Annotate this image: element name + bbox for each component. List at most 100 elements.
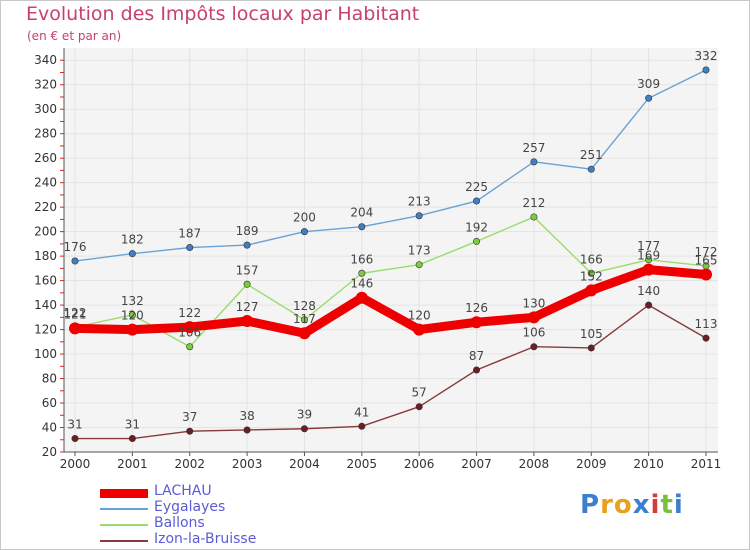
data-point xyxy=(358,269,366,277)
data-point xyxy=(243,426,251,434)
data-point xyxy=(587,165,595,173)
data-point xyxy=(645,256,653,264)
legend: LACHAU Eygalayes Ballons Izon-la-Bruisse xyxy=(100,483,340,549)
axis-layer: 20 40 60 80 100 120 140 160 180 200 220 240 260 280 30… xyxy=(34,48,721,471)
x-tick-label: 2002 xyxy=(174,457,205,471)
data-point xyxy=(585,284,598,297)
data-label: 31 xyxy=(125,418,140,432)
series-line-eygalayes xyxy=(74,69,707,262)
data-point xyxy=(700,268,712,281)
legend-swatch xyxy=(100,540,148,542)
legend-label: LACHAU xyxy=(154,483,212,499)
data-label: 117 xyxy=(293,312,316,326)
legend-item-eygalayes: Eygalayes xyxy=(100,499,340,517)
data-label: 152 xyxy=(580,269,603,283)
y-tick-label: 40 xyxy=(42,421,57,435)
x-tick-label: 2001 xyxy=(117,457,148,471)
data-label: 176 xyxy=(64,240,87,254)
logo-letter: t xyxy=(660,490,674,520)
data-label: 192 xyxy=(465,220,488,234)
data-point xyxy=(470,316,483,329)
y-tick-label: 160 xyxy=(34,274,57,288)
y-tick-label: 340 xyxy=(34,53,57,67)
data-point xyxy=(128,311,136,319)
y-tick-label: 120 xyxy=(34,323,57,337)
data-label: 113 xyxy=(695,317,718,331)
x-tick-label: 2010 xyxy=(633,457,664,471)
data-label: 120 xyxy=(408,309,431,323)
data-point xyxy=(473,366,481,374)
y-tick-label: 320 xyxy=(34,78,57,92)
data-point xyxy=(128,435,136,443)
y-tick-label: 180 xyxy=(34,249,57,263)
data-label: 121 xyxy=(64,307,87,321)
data-point xyxy=(645,301,653,309)
data-point xyxy=(300,316,308,324)
data-point xyxy=(358,422,366,430)
proxiti-logo: Proxiti xyxy=(580,490,684,520)
data-label: 146 xyxy=(350,277,373,291)
data-label: 166 xyxy=(350,252,373,266)
data-label: 257 xyxy=(522,141,545,155)
data-label: 122 xyxy=(178,306,201,320)
x-tick-label: 2007 xyxy=(461,457,492,471)
data-label: 177 xyxy=(637,239,660,253)
data-point xyxy=(183,321,196,334)
data-label: 106 xyxy=(178,326,201,340)
data-point xyxy=(473,237,481,245)
data-point xyxy=(300,425,308,433)
chart-title: Evolution des Impôts locaux par Habitant xyxy=(26,3,420,25)
data-label: 332 xyxy=(695,49,718,63)
data-point xyxy=(587,269,595,277)
data-label: 127 xyxy=(236,300,259,314)
logo-letter: i xyxy=(650,490,661,520)
data-point xyxy=(126,323,139,336)
y-tick-label: 260 xyxy=(34,151,57,165)
y-tick-label: 220 xyxy=(34,200,57,214)
data-point xyxy=(530,158,538,166)
data-label: 126 xyxy=(465,301,488,315)
legend-item-ballons: Ballons xyxy=(100,515,340,533)
y-tick-label: 20 xyxy=(42,445,57,459)
data-label: 169 xyxy=(637,249,660,263)
data-label: 140 xyxy=(637,284,660,298)
data-point xyxy=(71,435,79,443)
data-label: 106 xyxy=(522,326,545,340)
data-point xyxy=(415,403,423,411)
y-tick-label: 80 xyxy=(42,372,57,386)
data-label: 87 xyxy=(469,349,484,363)
data-point xyxy=(243,241,251,249)
data-label: 128 xyxy=(293,299,316,313)
data-label: 165 xyxy=(695,253,718,267)
legend-swatch xyxy=(100,508,148,510)
logo-letter: i xyxy=(673,490,684,520)
series-line-izon-la-bruisse xyxy=(74,304,707,440)
data-point xyxy=(473,197,481,205)
x-tick-label: 2009 xyxy=(576,457,607,471)
data-label: 172 xyxy=(695,245,718,259)
legend-item-izon-la-bruisse: Izon-la-Bruisse xyxy=(100,531,340,549)
data-point xyxy=(243,280,251,288)
data-label: 39 xyxy=(297,408,312,422)
data-point xyxy=(186,343,194,351)
y-tick-label: 140 xyxy=(34,298,57,312)
data-label: 213 xyxy=(408,195,431,209)
data-point xyxy=(530,213,538,221)
data-label: 166 xyxy=(580,252,603,266)
x-tick-label: 2011 xyxy=(691,457,722,471)
data-label: 182 xyxy=(121,233,144,247)
x-tick-label: 2003 xyxy=(232,457,263,471)
data-label: 309 xyxy=(637,77,660,91)
data-point xyxy=(69,322,81,335)
data-point xyxy=(298,327,311,340)
x-tick-label: 2006 xyxy=(404,457,435,471)
y-tick-label: 280 xyxy=(34,127,57,141)
series-line-ballons xyxy=(74,216,707,348)
data-label: 251 xyxy=(580,148,603,162)
data-point xyxy=(527,311,540,324)
data-point xyxy=(241,315,254,328)
data-label: 37 xyxy=(182,410,197,424)
data-point xyxy=(702,334,710,342)
data-point xyxy=(530,343,538,351)
